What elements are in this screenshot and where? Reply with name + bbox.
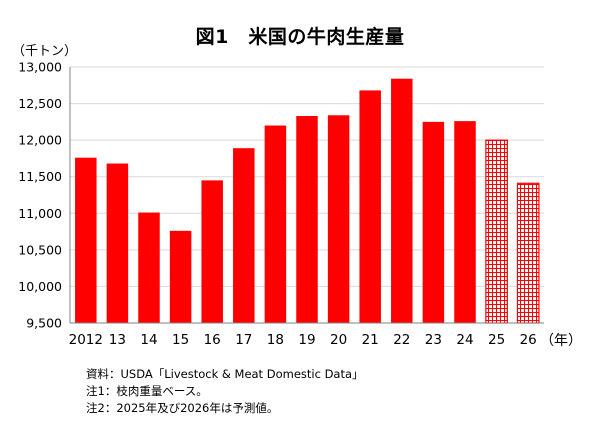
x-tick-label: 13: [109, 332, 126, 348]
x-tick-label: 17: [235, 332, 252, 348]
bar: [359, 90, 381, 323]
x-tick-label: 26: [520, 332, 537, 348]
x-tick-label: 18: [267, 332, 284, 348]
bar: [264, 125, 287, 323]
x-tick-label: 22: [393, 332, 410, 348]
bar: [169, 230, 192, 323]
bar: [296, 116, 318, 324]
x-tick-label: 23: [425, 332, 442, 348]
y-tick-label: 10,500: [18, 242, 62, 257]
x-tick-label: 19: [298, 332, 315, 348]
x-tick-label: 20: [330, 332, 347, 348]
y-tick-label: 12,500: [18, 96, 62, 111]
forecast-bar: [485, 139, 508, 324]
y-tick-label: 10,000: [18, 279, 62, 294]
note-2: 注2：2025年及び2026年は予測値。: [86, 401, 279, 415]
y-tick-label: 13,000: [18, 60, 62, 75]
source-note: 資料：USDA「Livestock & Meat Domestic Data」: [86, 367, 364, 381]
y-tick-label: 11,000: [18, 206, 62, 221]
bar: [327, 115, 350, 323]
x-tick-label: 2012: [69, 332, 103, 348]
bar: [138, 212, 160, 323]
forecast-bar: [516, 182, 540, 324]
y-axis-unit-label: （千トン）: [12, 44, 78, 59]
bar: [106, 163, 129, 323]
chart-title: 図1 米国の牛肉生産量: [195, 26, 405, 48]
bar: [233, 148, 255, 323]
bar: [201, 180, 223, 323]
x-tick-label: 15: [172, 332, 189, 348]
x-tick-label: 16: [204, 332, 221, 348]
bars: [75, 78, 540, 324]
axes: 9,500 10,000 10,500 11,000 11,500 12,000 12,50…: [18, 60, 544, 348]
bar: [454, 121, 476, 323]
x-tick-label: 24: [456, 332, 473, 348]
x-tick-label: 21: [362, 332, 379, 348]
y-tick-label: 9,500: [26, 316, 62, 331]
x-tick-label: 25: [488, 332, 505, 348]
chart-notes: 資料：USDA「Livestock & Meat Domestic Data」 …: [86, 366, 364, 417]
x-axis-unit-label: （年）: [540, 333, 582, 349]
note-1: 注1：枝肉重量ベース。: [86, 384, 208, 398]
bar: [75, 157, 97, 323]
y-tick-label: 12,000: [18, 133, 62, 148]
bar: [422, 121, 445, 323]
x-tick-label: 14: [140, 332, 157, 348]
y-tick-label: 11,500: [18, 169, 62, 184]
bar: [391, 78, 413, 324]
